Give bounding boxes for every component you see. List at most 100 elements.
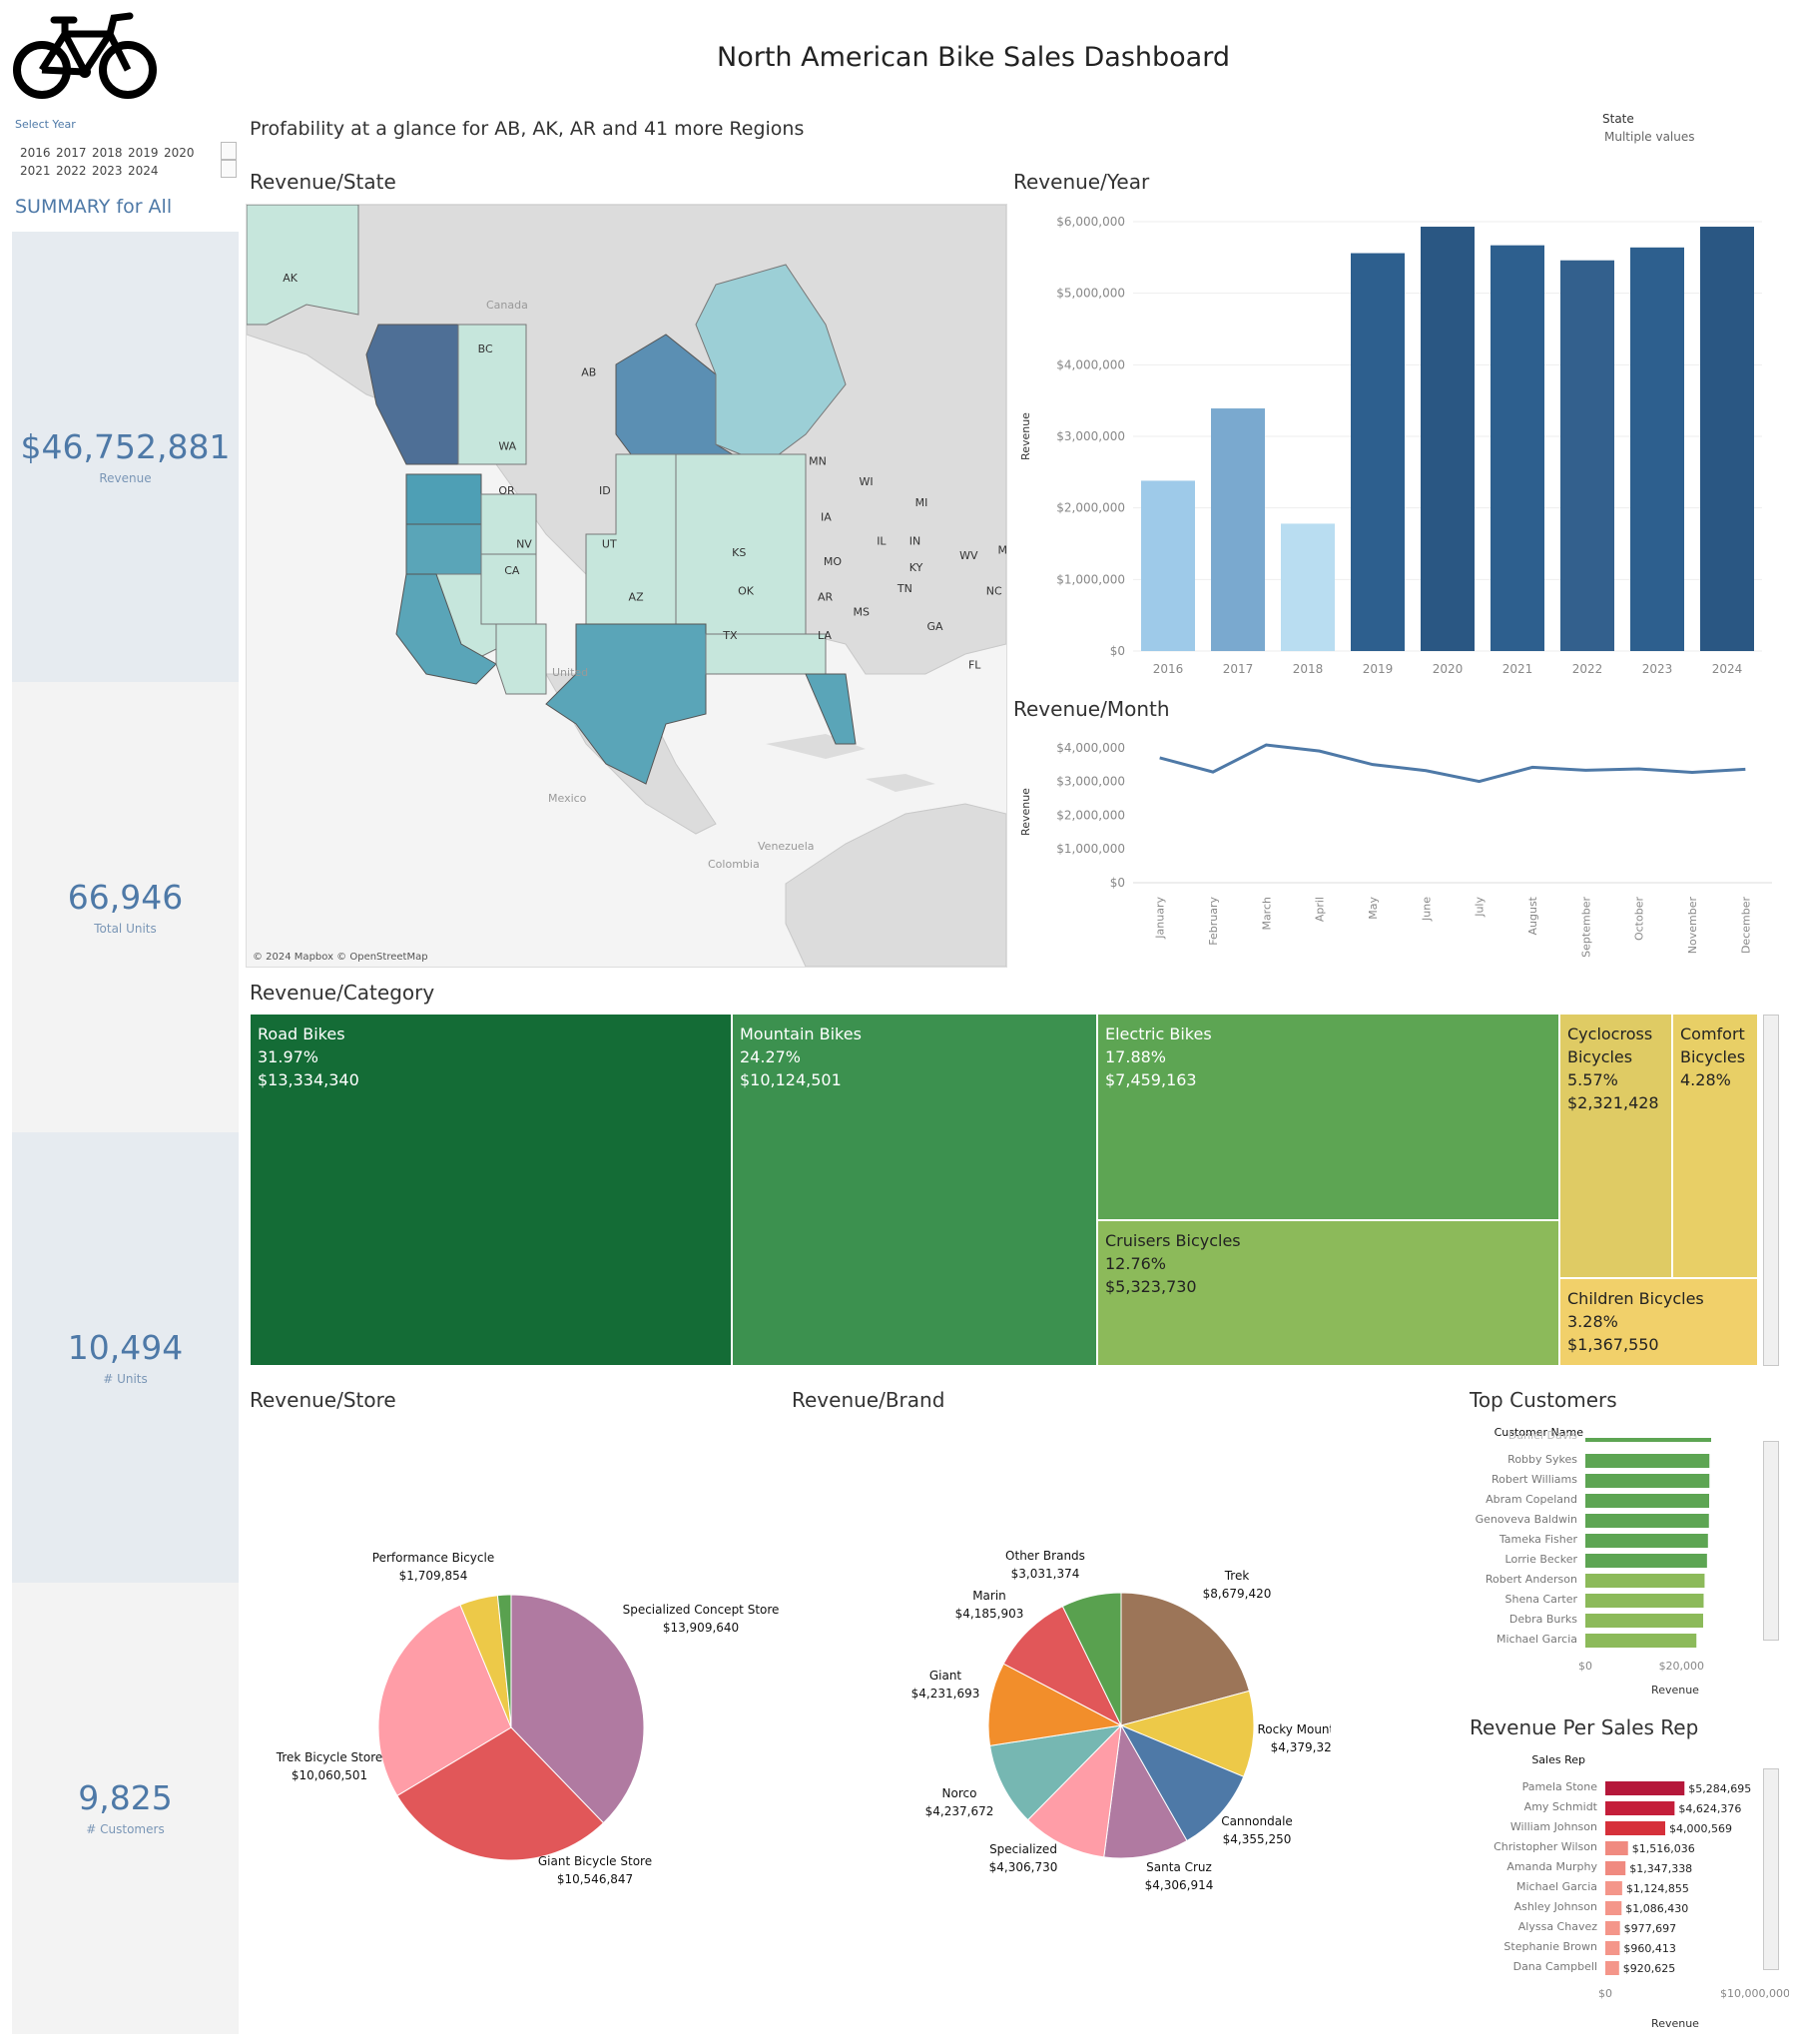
- sales-rep-name: Pamela Stone: [1522, 1780, 1598, 1793]
- year-option-2019[interactable]: 2019: [128, 146, 159, 160]
- customer-bar[interactable]: [1585, 1554, 1707, 1568]
- customer-bar[interactable]: [1585, 1634, 1697, 1648]
- kpi-total-units: 66,946 Total Units: [12, 682, 239, 1132]
- customer-bar[interactable]: [1585, 1574, 1705, 1588]
- year-scroll-up[interactable]: [221, 142, 237, 160]
- state-filter-value[interactable]: Multiple values: [1604, 130, 1695, 144]
- revenue-state-map[interactable]: AKBCABONQCWAORIDNVUTCAAZMNWIMINYNHRIIAIL…: [246, 204, 1007, 968]
- sales-rep-scrollbar[interactable]: [1763, 1768, 1779, 1970]
- sales-rep-bar[interactable]: [1605, 1821, 1666, 1835]
- tile-electric-bikes[interactable]: Electric Bikes 17.88% $7,459,163: [1097, 1014, 1559, 1220]
- sales-rep-value: $960,413: [1623, 1942, 1676, 1955]
- sales-rep-value: $5,284,695: [1688, 1782, 1751, 1795]
- year-option-2024[interactable]: 2024: [128, 164, 159, 178]
- revenue-month-chart[interactable]: $0 $1,000,000 $2,000,000 $3,000,000 $4,000,0…: [1013, 729, 1782, 965]
- customer-bar[interactable]: [1585, 1454, 1710, 1468]
- pie-label: Specialized Concept Store: [623, 1603, 780, 1617]
- tile-electric-bikes-pct: 17.88%: [1105, 1047, 1167, 1066]
- year-bar-2022[interactable]: [1560, 260, 1614, 651]
- pie-slice-giant[interactable]: [987, 1663, 1123, 1746]
- customers-axis-title: Customer Name: [1495, 1426, 1584, 1439]
- customers-partial-bar[interactable]: [1585, 1438, 1711, 1442]
- year-option-2021[interactable]: 2021: [20, 164, 51, 178]
- pie-slice-specialized[interactable]: [1026, 1723, 1122, 1858]
- sales-rep-value: $1,516,036: [1632, 1842, 1695, 1855]
- pie-slice-giant-bicycle-store[interactable]: [396, 1726, 605, 1861]
- tile-mountain-bikes[interactable]: Mountain Bikes 24.27% $10,124,501: [732, 1014, 1097, 1366]
- tile-comfort[interactable]: Comfort Bicycles 4.28%: [1672, 1014, 1758, 1278]
- sales-rep-bar[interactable]: [1605, 1781, 1685, 1795]
- year-bar-2019[interactable]: [1351, 253, 1405, 651]
- customer-bar[interactable]: [1585, 1514, 1709, 1528]
- year-x-tick: 2016: [1153, 662, 1184, 676]
- tile-cruisers[interactable]: Cruisers Bicycles 12.76% $5,323,730: [1097, 1220, 1559, 1366]
- tile-cruisers-value: $5,323,730: [1105, 1277, 1197, 1296]
- customers-partial-label: Daniel Davis: [1508, 1429, 1577, 1442]
- pie-slice-marin[interactable]: [1002, 1605, 1123, 1727]
- tile-cyclocross[interactable]: Cyclocross Bicycles 5.57% $2,321,428: [1559, 1014, 1672, 1278]
- pie-slice-rocky-mountain[interactable]: [1119, 1690, 1255, 1777]
- pie-slice-santa-cruz[interactable]: [1103, 1723, 1188, 1859]
- month-line[interactable]: [1159, 743, 1746, 784]
- sales-rep-bar[interactable]: [1605, 1841, 1628, 1855]
- year-option-2017[interactable]: 2017: [56, 146, 87, 160]
- pie-slice-other[interactable]: [496, 1594, 512, 1728]
- year-option-2016[interactable]: 2016: [20, 146, 51, 160]
- year-bar-2020[interactable]: [1421, 227, 1475, 651]
- revenue-category-treemap[interactable]: Road Bikes 31.97% $13,334,340 Mountain B…: [250, 1014, 1758, 1366]
- year-bar-2023[interactable]: [1630, 247, 1684, 652]
- customer-bar[interactable]: [1585, 1614, 1703, 1628]
- state-label-ok: OK: [738, 585, 755, 598]
- customer-name: Michael Garcia: [1497, 1633, 1577, 1646]
- year-bar-2018[interactable]: [1281, 523, 1335, 651]
- year-bar-2021[interactable]: [1491, 245, 1544, 651]
- bike-logo-icon: [13, 12, 157, 99]
- state-label-id: ID: [599, 484, 611, 497]
- treemap-scrollbar[interactable]: [1763, 1015, 1779, 1366]
- year-bar-2016[interactable]: [1141, 480, 1195, 651]
- sales-rep-bar[interactable]: [1605, 1801, 1675, 1815]
- tile-children[interactable]: Children Bicycles 3.28% $1,367,550: [1559, 1278, 1758, 1366]
- year-bar-2017[interactable]: [1211, 408, 1265, 651]
- customer-bar[interactable]: [1585, 1594, 1704, 1608]
- year-option-2020[interactable]: 2020: [164, 146, 195, 160]
- sales-rep-bar[interactable]: [1605, 1961, 1619, 1975]
- state-label-bc: BC: [478, 342, 493, 355]
- year-option-2022[interactable]: 2022: [56, 164, 87, 178]
- customer-bar[interactable]: [1585, 1494, 1710, 1508]
- revenue-store-pie[interactable]: Specialized Concept Store $13,909,640 Gian…: [250, 1428, 789, 1907]
- sales-rep-chart[interactable]: Sales Rep Pamela Stone $5,284,695 Amy Schmi…: [1470, 1749, 1789, 2039]
- tile-road-bikes[interactable]: Road Bikes 31.97% $13,334,340: [250, 1014, 732, 1366]
- tile-road-bikes-value: $13,334,340: [258, 1070, 359, 1089]
- sales-rep-bar[interactable]: [1605, 1921, 1620, 1935]
- year-option-2023[interactable]: 2023: [92, 164, 123, 178]
- kpi-total-units-value: 66,946: [67, 878, 184, 917]
- pie-slice-cannondale[interactable]: [1119, 1723, 1245, 1842]
- pie-slice-norco[interactable]: [988, 1724, 1123, 1821]
- pie-slice-other-brands[interactable]: [1061, 1592, 1122, 1726]
- sales-rep-bar[interactable]: [1605, 1861, 1626, 1875]
- pie-slice-trek[interactable]: [1120, 1592, 1251, 1726]
- sales-rep-bar[interactable]: [1605, 1901, 1622, 1915]
- revenue-brand-pie[interactable]: Trek $8,679,420 Rocky Mountain $4,379,324 Ca…: [792, 1428, 1331, 1907]
- sales-rep-bar[interactable]: [1605, 1881, 1622, 1895]
- pie-label: Cannondale: [1221, 1814, 1293, 1828]
- year-option-2018[interactable]: 2018: [92, 146, 123, 160]
- page-title: North American Bike Sales Dashboard: [717, 42, 1230, 73]
- sales-rep-bar[interactable]: [1605, 1941, 1620, 1955]
- pie-value-label: $4,185,903: [955, 1607, 1024, 1621]
- customer-bar[interactable]: [1585, 1534, 1708, 1548]
- customers-scrollbar[interactable]: [1763, 1441, 1779, 1641]
- revenue-year-title: Revenue/Year: [1013, 170, 1150, 194]
- pie-value-label: $4,355,250: [1223, 1832, 1292, 1846]
- revenue-year-chart[interactable]: $0 $1,000,000 $2,000,000 $3,000,000 $4,000,0…: [1013, 204, 1782, 688]
- customer-name: Robby Sykes: [1507, 1453, 1577, 1466]
- map-place-united: United: [552, 666, 588, 679]
- year-bar-2024[interactable]: [1700, 227, 1754, 651]
- revenue-month-title: Revenue/Month: [1013, 697, 1170, 721]
- year-scroll-down[interactable]: [221, 160, 237, 178]
- customer-bar[interactable]: [1585, 1474, 1710, 1488]
- pie-slice-trek-bicycle-store[interactable]: [377, 1604, 512, 1797]
- pie-slice-specialized-concept-store[interactable]: [510, 1594, 645, 1824]
